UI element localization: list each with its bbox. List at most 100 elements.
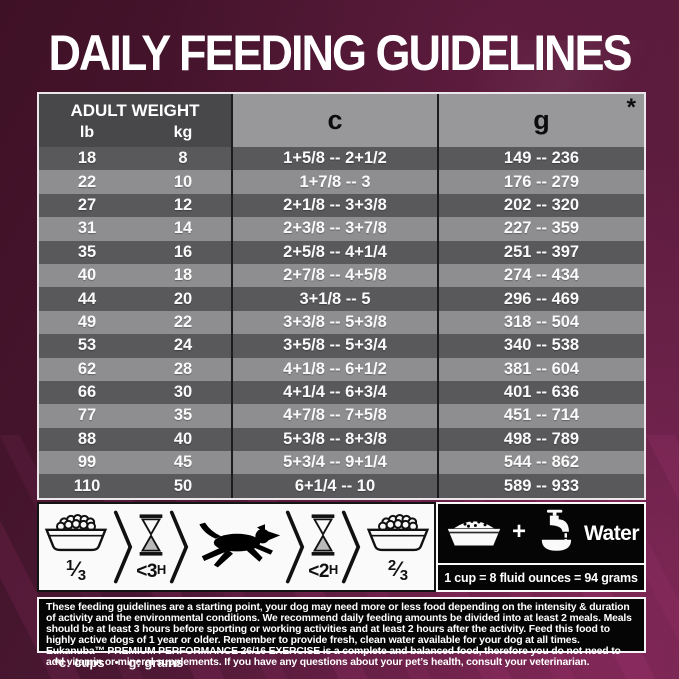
kg-value: 35: [173, 406, 193, 425]
kg-value: 22: [173, 312, 193, 331]
cup-equivalence: 1 cup = 8 fluid ounces = 94 grams: [438, 563, 644, 590]
kg-value: 20: [173, 289, 193, 308]
grams-range: 451 -- 714: [437, 404, 644, 428]
kg-value: 12: [173, 195, 193, 214]
time-before-label: <3H: [136, 560, 166, 582]
feeding-table: ADULT WEIGHT lb kg c * g 18 8 1+5/8 -- 2…: [37, 92, 646, 500]
cups-range: 3+3/8 -- 5+3/8: [231, 310, 437, 335]
cups-range: 4+7/8 -- 7+5/8: [231, 404, 437, 428]
time-after-label: <2H: [308, 560, 338, 582]
water-row: + Water: [438, 504, 644, 563]
step-hours-after: <2H: [305, 504, 341, 590]
table-row: 110 50 6+1/4 -- 10 589 -- 933: [39, 474, 644, 498]
cups-range: 1+5/8 -- 2+1/2: [231, 147, 437, 171]
table-row: 53 24 3+5/8 -- 5+3/4 340 -- 538: [39, 334, 644, 358]
cups-column-label: c: [327, 105, 343, 135]
lb-value: 27: [77, 195, 97, 214]
weight-units: lb kg: [39, 124, 231, 142]
table-row: 35 16 2+5/8 -- 4+1/4 251 -- 397: [39, 240, 644, 264]
cups-range: 1+7/8 -- 3: [231, 170, 437, 194]
table-row: 66 30 4+1/4 -- 6+3/4 401 -- 636: [39, 380, 644, 405]
cups-range: 2+1/8 -- 3+3/8: [231, 193, 437, 218]
kg-value: 10: [173, 172, 193, 191]
chevron-separator-icon: [285, 504, 305, 590]
footnote-cups: *c: cups: [54, 655, 105, 670]
lb-value: 44: [77, 289, 97, 308]
chevron-separator-icon: [169, 504, 189, 590]
kg-value: 18: [173, 266, 193, 285]
cups-column-header: c: [231, 94, 437, 147]
footnote-legend: *c: cups • g: grams: [54, 655, 183, 670]
kg-value: 40: [173, 429, 193, 448]
grams-column-label: g: [533, 105, 550, 135]
footnote-bullet: •: [114, 656, 119, 669]
grams-range: 296 -- 469: [437, 287, 644, 311]
lb-value: 49: [77, 312, 97, 331]
lb-value: 53: [77, 336, 97, 355]
asterisk-footnote-marker: *: [626, 94, 636, 121]
kg-column-header: kg: [173, 124, 193, 141]
step-second-portion: 2⁄3: [361, 504, 435, 590]
kg-value: 24: [173, 336, 193, 355]
water-panel: + Water 1 cup = 8 fluid: [436, 502, 646, 592]
hourglass-icon: [133, 513, 169, 562]
feeding-table-header: ADULT WEIGHT lb kg c * g: [39, 94, 644, 147]
grams-range: 149 -- 236: [437, 147, 644, 171]
table-row: 31 14 2+3/8 -- 3+7/8 227 -- 359: [39, 217, 644, 241]
cups-range: 6+1/4 -- 10: [231, 474, 437, 498]
table-row: 88 40 5+3/8 -- 8+3/8 498 -- 789: [39, 427, 644, 452]
table-row: 44 20 3+1/8 -- 5 296 -- 469: [39, 287, 644, 311]
water-faucet-icon: [533, 509, 577, 558]
kibble-bowl-filled-icon: [443, 513, 505, 554]
hourglass-icon: [305, 513, 341, 562]
lb-column-header: lb: [79, 124, 95, 141]
grams-range: 498 -- 789: [437, 427, 644, 452]
lb-value: 18: [77, 149, 97, 168]
feeding-schedule-strip: 1⁄3 <3H: [37, 502, 646, 592]
kg-value: 45: [173, 453, 193, 472]
lb-value: 110: [73, 476, 101, 495]
table-row: 22 10 1+7/8 -- 3 176 -- 279: [39, 170, 644, 194]
grams-range: 274 -- 434: [437, 263, 644, 288]
grams-range: 202 -- 320: [437, 193, 644, 218]
chevron-separator-icon: [341, 504, 361, 590]
feeding-table-body: 18 8 1+5/8 -- 2+1/2 149 -- 236 22 10 1+7…: [39, 147, 644, 498]
lb-value: 77: [77, 406, 97, 425]
lb-value: 62: [77, 359, 97, 378]
cups-range: 2+3/8 -- 3+7/8: [231, 217, 437, 241]
schedule-steps: 1⁄3 <3H: [37, 502, 436, 592]
water-label: Water: [583, 521, 640, 545]
lb-value: 66: [77, 383, 97, 402]
cups-range: 4+1/4 -- 6+3/4: [231, 380, 437, 405]
kibble-bowl-icon: [361, 513, 435, 560]
table-row: 77 35 4+7/8 -- 7+5/8 451 -- 714: [39, 404, 644, 428]
cups-range: 5+3/8 -- 8+3/8: [231, 427, 437, 452]
adult-weight-label: ADULT WEIGHT: [70, 101, 200, 120]
kg-value: 14: [173, 219, 193, 238]
kibble-bowl-icon: [39, 513, 113, 560]
table-row: 62 28 4+1/8 -- 6+1/2 381 -- 604: [39, 357, 644, 381]
cups-range: 2+7/8 -- 4+5/8: [231, 263, 437, 288]
portion-fraction-first: 1⁄3: [65, 557, 87, 584]
lb-value: 40: [77, 266, 97, 285]
table-row: 49 22 3+3/8 -- 5+3/8 318 -- 504: [39, 310, 644, 335]
lb-value: 31: [77, 219, 97, 238]
plus-sign: +: [511, 517, 526, 545]
table-row: 40 18 2+7/8 -- 4+5/8 274 -- 434: [39, 263, 644, 288]
step-hours-before: <3H: [133, 504, 169, 590]
portion-fraction-second: 2⁄3: [387, 557, 409, 584]
chevron-separator-icon: [113, 504, 133, 590]
grams-range: 401 -- 636: [437, 380, 644, 405]
fine-print-text: These feeding guidelines are a starting …: [37, 597, 646, 667]
table-row: 99 45 5+3/4 -- 9+1/4 544 -- 862: [39, 451, 644, 475]
cups-range: 2+5/8 -- 4+1/4: [231, 240, 437, 264]
lb-value: 22: [77, 172, 97, 191]
running-dog-icon: [189, 520, 285, 575]
footnote-grams: g: grams: [128, 655, 184, 670]
grams-range: 318 -- 504: [437, 310, 644, 335]
cups-range: 3+5/8 -- 5+3/4: [231, 334, 437, 358]
table-row: 27 12 2+1/8 -- 3+3/8 202 -- 320: [39, 193, 644, 218]
lb-value: 35: [77, 242, 97, 261]
grams-range: 544 -- 862: [437, 451, 644, 475]
